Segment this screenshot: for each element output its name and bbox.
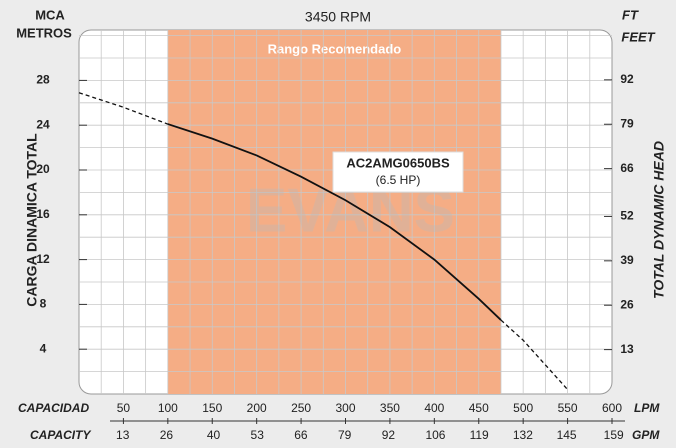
y-tick-label: 28 — [36, 73, 50, 87]
y2-tick-label: 26 — [620, 297, 634, 311]
x2-tick-label: 66 — [294, 428, 308, 442]
x-tick-label: 550 — [558, 401, 578, 415]
x2-tick-label: 53 — [251, 428, 265, 442]
y2-unit-top: FT — [622, 7, 639, 22]
pump-curve — [167, 123, 502, 321]
y-tick-label: 4 — [40, 341, 47, 355]
model-label: AC2AMG0650BS — [346, 155, 450, 170]
x-tick-label: 150 — [202, 401, 222, 415]
y-tick-label: 12 — [36, 252, 50, 266]
x-tick-label: 450 — [469, 401, 489, 415]
x-tick-label: 350 — [380, 401, 400, 415]
x-tick-label: 600 — [602, 401, 622, 415]
y-tick-label: 16 — [36, 207, 50, 221]
x2-tick-label: 132 — [513, 428, 533, 442]
x-axis-label: CAPACIDAD — [18, 401, 89, 415]
y-tick-label: 24 — [36, 117, 50, 131]
x2-unit: GPM — [632, 428, 660, 442]
pump-curve — [500, 319, 569, 390]
y2-axis-label: TOTAL DYNAMIC HEAD — [651, 141, 667, 299]
x2-axis-label: CAPACITY — [30, 428, 91, 442]
x2-tick-label: 119 — [470, 428, 489, 442]
x-tick-label: 100 — [158, 401, 178, 415]
annotation-box — [332, 151, 464, 193]
y-tick-label: 8 — [40, 297, 47, 311]
x-unit: LPM — [634, 401, 660, 415]
x2-tick-label: 13 — [116, 428, 130, 442]
x2-tick-label: 79 — [338, 428, 352, 442]
y-tick-label: 20 — [36, 162, 50, 176]
x-tick-label: 400 — [424, 401, 444, 415]
x2-tick-label: 92 — [382, 428, 396, 442]
x-tick-label: 300 — [335, 401, 355, 415]
x2-tick-label: 159 — [604, 428, 624, 442]
y-unit: METROS — [16, 25, 72, 40]
x2-tick-label: 145 — [557, 428, 577, 442]
y2-tick-label: 92 — [620, 72, 634, 86]
recommended-range — [167, 30, 501, 394]
x-tick-label: 200 — [247, 401, 267, 415]
x2-tick-label: 40 — [207, 428, 221, 442]
pump-curve — [78, 92, 169, 125]
x-tick-label: 250 — [291, 401, 311, 415]
y2-tick-label: 39 — [620, 253, 634, 267]
y2-tick-label: 79 — [620, 116, 634, 130]
recommended-label: Rango Recomendado — [268, 41, 402, 56]
y2-tick-label: 52 — [620, 209, 634, 223]
y-axis-label: CARGA DINAMICA TOTAL — [24, 133, 40, 307]
y-unit-top: MCA — [35, 7, 65, 22]
power-label: (6.5 HP) — [376, 173, 421, 187]
x2-tick-label: 106 — [425, 428, 445, 442]
x2-tick-label: 26 — [160, 428, 174, 442]
y2-tick-label: 13 — [620, 342, 634, 356]
x-tick-label: 500 — [513, 401, 533, 415]
x-tick-label: 50 — [117, 401, 131, 415]
chart-title: 3450 RPM — [305, 9, 371, 25]
y2-unit: FEET — [621, 29, 655, 44]
y2-tick-label: 66 — [620, 161, 634, 175]
